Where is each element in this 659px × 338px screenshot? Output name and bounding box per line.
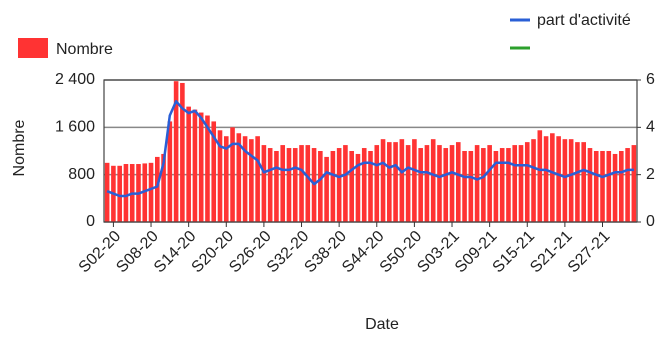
bar	[305, 145, 311, 222]
y2-tick-label: 4	[646, 119, 655, 136]
bar	[274, 151, 279, 222]
plot-frame	[103, 79, 638, 223]
bar	[148, 162, 154, 222]
bar	[230, 127, 235, 222]
bar	[211, 121, 217, 222]
bar	[192, 109, 198, 222]
bar	[186, 106, 191, 222]
bar	[593, 151, 599, 222]
bar	[361, 148, 367, 222]
bar	[412, 139, 417, 222]
y2-tick-label: 0	[646, 213, 655, 230]
bar	[217, 130, 223, 222]
bar	[242, 136, 248, 222]
bar	[512, 145, 518, 222]
bar	[368, 151, 373, 222]
bar	[236, 133, 242, 222]
bar	[349, 151, 354, 222]
y-tick-label: 0	[86, 213, 95, 230]
bar	[455, 142, 461, 222]
bar	[330, 151, 336, 222]
bar	[318, 151, 323, 222]
bar	[336, 148, 342, 222]
bar	[424, 145, 430, 222]
bar	[481, 148, 486, 222]
bar	[625, 148, 630, 222]
bar	[123, 164, 129, 222]
bar	[506, 148, 511, 222]
bar	[543, 136, 549, 222]
bar	[299, 145, 304, 222]
bar	[142, 163, 148, 222]
line	[106, 100, 634, 198]
bar	[267, 148, 273, 222]
bar	[612, 153, 618, 222]
bar	[518, 145, 524, 222]
bar	[249, 139, 254, 222]
bar	[449, 145, 455, 222]
bar	[374, 145, 380, 222]
bar	[575, 142, 580, 222]
bar	[286, 148, 292, 222]
bar	[255, 136, 260, 222]
bar	[167, 121, 173, 222]
bar	[380, 139, 386, 222]
bar	[443, 148, 449, 222]
legend-label: Nombre	[56, 41, 113, 58]
x-axis-title: Date	[365, 316, 399, 333]
bar	[355, 153, 361, 222]
bar	[387, 142, 392, 222]
y2-tick-label: 2	[646, 166, 655, 183]
bar	[280, 145, 286, 222]
y-axis-title: Nombre	[11, 119, 28, 176]
legend-label: part d'activité	[537, 12, 631, 29]
bar	[324, 156, 329, 222]
y-tick-label: 800	[68, 166, 95, 183]
bar	[499, 148, 505, 222]
bar	[606, 151, 612, 222]
bar	[399, 139, 405, 222]
bar	[587, 148, 593, 222]
y-tick-label: 1 600	[55, 119, 95, 136]
bar	[600, 151, 605, 222]
bar	[468, 151, 474, 222]
bar	[418, 148, 423, 222]
x-tick-label: S27-21	[565, 228, 614, 277]
legend-swatch	[18, 38, 48, 58]
bar	[261, 145, 267, 222]
bar	[550, 133, 555, 222]
bar	[581, 142, 586, 222]
bar	[223, 136, 229, 222]
bar	[531, 139, 536, 222]
bar	[524, 142, 530, 222]
bar	[568, 139, 574, 222]
y-tick-label: 2 400	[55, 71, 95, 88]
bar	[631, 145, 637, 222]
bar	[462, 151, 467, 222]
bar	[537, 130, 543, 222]
bar	[155, 156, 160, 222]
bar	[173, 81, 179, 222]
bar	[437, 145, 442, 222]
bar	[198, 112, 204, 222]
bar	[343, 145, 348, 222]
bar	[180, 82, 185, 222]
bar	[292, 148, 298, 222]
bar	[393, 142, 398, 222]
bar	[619, 151, 624, 222]
bar	[117, 165, 122, 222]
y2-tick-label: 6	[646, 71, 655, 88]
bar	[493, 151, 499, 222]
bar	[430, 139, 436, 222]
bar	[556, 136, 561, 222]
bar	[205, 115, 210, 222]
bar	[562, 139, 568, 222]
bar	[405, 145, 411, 222]
bar	[487, 145, 492, 222]
bar	[474, 145, 480, 222]
bar	[161, 153, 166, 222]
